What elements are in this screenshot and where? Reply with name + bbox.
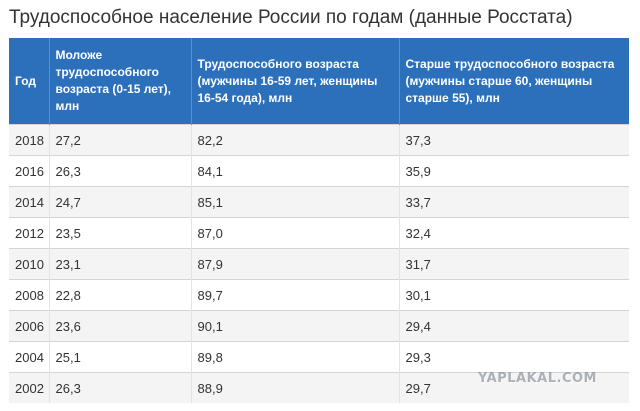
table-row: 2010 23,1 87,9 31,7 <box>9 248 629 280</box>
cell-working-age: 89,7 <box>191 279 400 311</box>
population-table: Год Моложе трудоспособного возраста (0-1… <box>9 38 629 403</box>
cell-working-age: 88,9 <box>191 372 400 403</box>
cell-year: 2006 <box>9 310 50 342</box>
cell-working-age: 82,2 <box>191 124 400 156</box>
cell-year: 2010 <box>9 248 50 280</box>
cell-year: 2012 <box>9 217 50 249</box>
cell-under-working-age: 23,6 <box>49 310 192 342</box>
table-row: 2002 26,3 88,9 29,7 <box>9 372 629 403</box>
cell-under-working-age: 25,1 <box>49 341 192 373</box>
cell-under-working-age: 24,7 <box>49 186 192 218</box>
header-over-working-age: Старше трудоспособного возраста (мужчины… <box>399 38 629 125</box>
cell-working-age: 85,1 <box>191 186 400 218</box>
cell-year: 2014 <box>9 186 50 218</box>
cell-year: 2016 <box>9 155 50 187</box>
table-row: 2008 22,8 89,7 30,1 <box>9 279 629 311</box>
cell-year: 2008 <box>9 279 50 311</box>
cell-over-working-age: 31,7 <box>399 248 629 280</box>
cell-under-working-age: 26,3 <box>49 155 192 187</box>
cell-working-age: 84,1 <box>191 155 400 187</box>
cell-under-working-age: 26,3 <box>49 372 192 403</box>
header-year: Год <box>9 38 50 125</box>
header-under-working-age: Моложе трудоспособного возраста (0-15 ле… <box>49 38 192 125</box>
table-row: 2016 26,3 84,1 35,9 <box>9 155 629 187</box>
table-row: 2006 23,6 90,1 29,4 <box>9 310 629 342</box>
cell-working-age: 87,9 <box>191 248 400 280</box>
cell-over-working-age: 32,4 <box>399 217 629 249</box>
cell-working-age: 87,0 <box>191 217 400 249</box>
cell-over-working-age: 35,9 <box>399 155 629 187</box>
cell-under-working-age: 27,2 <box>49 124 192 156</box>
cell-over-working-age: 30,1 <box>399 279 629 311</box>
cell-year: 2002 <box>9 372 50 403</box>
cell-year: 2004 <box>9 341 50 373</box>
cell-year: 2018 <box>9 124 50 156</box>
cell-working-age: 90,1 <box>191 310 400 342</box>
table-row: 2014 24,7 85,1 33,7 <box>9 186 629 218</box>
cell-under-working-age: 23,1 <box>49 248 192 280</box>
cell-over-working-age: 33,7 <box>399 186 629 218</box>
table-row: 2012 23,5 87,0 32,4 <box>9 217 629 249</box>
cell-working-age: 89,8 <box>191 341 400 373</box>
cell-under-working-age: 23,5 <box>49 217 192 249</box>
cell-over-working-age: 29,7 <box>399 372 629 403</box>
table-row: 2004 25,1 89,8 29,3 <box>9 341 629 373</box>
cell-over-working-age: 29,3 <box>399 341 629 373</box>
site-watermark: YAPLAKAL.COM <box>478 371 597 386</box>
header-working-age: Трудоспособного возраста (мужчины 16-59 … <box>191 38 400 125</box>
page-title: Трудоспособное население России по годам… <box>9 7 573 28</box>
table-header-row: Год Моложе трудоспособного возраста (0-1… <box>9 38 629 125</box>
cell-over-working-age: 29,4 <box>399 310 629 342</box>
cell-over-working-age: 37,3 <box>399 124 629 156</box>
cell-under-working-age: 22,8 <box>49 279 192 311</box>
table-row: 2018 27,2 82,2 37,3 <box>9 124 629 156</box>
